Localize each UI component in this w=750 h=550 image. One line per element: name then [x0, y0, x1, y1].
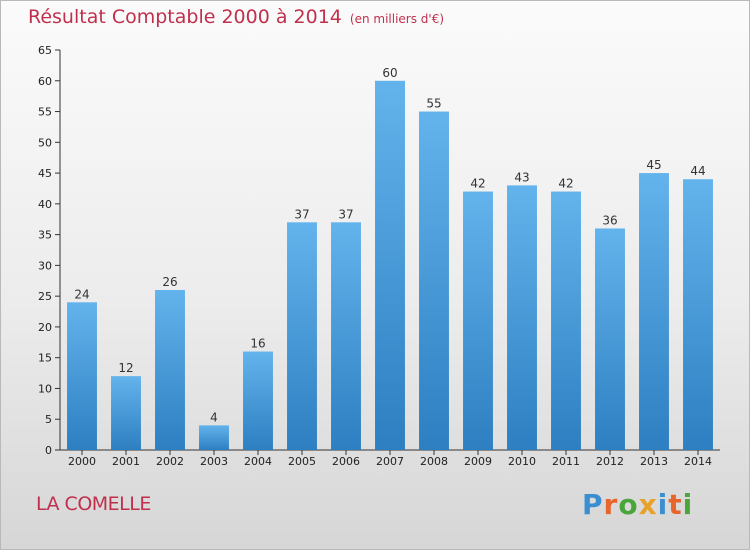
y-tick-label: 35 [38, 229, 52, 242]
bar-2011 [551, 191, 581, 451]
data-label-2010: 43 [514, 170, 529, 184]
x-tick-label-2012: 2012 [596, 455, 624, 468]
bar-2006 [331, 222, 361, 450]
x-tick-label-2008: 2008 [420, 455, 448, 468]
bar-2008 [419, 111, 449, 451]
y-tick-label: 20 [38, 321, 52, 334]
chart-title-block: Résultat Comptable 2000 à 2014 (en millie… [28, 6, 444, 28]
x-tick-label-2010: 2010 [508, 455, 536, 468]
data-label-2000: 24 [74, 287, 89, 301]
data-label-2001: 12 [118, 361, 133, 375]
y-tick-label: 45 [38, 167, 52, 180]
data-label-2004: 16 [250, 337, 265, 351]
x-tick-label-2004: 2004 [244, 455, 272, 468]
data-label-2013: 45 [646, 158, 661, 172]
bar-2000 [67, 302, 97, 450]
x-tick-label-2003: 2003 [200, 455, 228, 468]
bar-2003 [199, 425, 229, 450]
bar-2012 [595, 228, 625, 450]
bar-2009 [463, 191, 493, 451]
bar-2002 [155, 290, 185, 450]
data-label-2007: 60 [382, 66, 397, 80]
bar-2007 [375, 80, 405, 451]
bar-2010 [507, 185, 537, 450]
y-tick-label: 15 [38, 352, 52, 365]
x-tick-label-2000: 2000 [68, 455, 96, 468]
proxiti-logo: Proxiti [582, 488, 694, 521]
bar-2004 [243, 351, 273, 450]
bar-2005 [287, 222, 317, 450]
data-label-2005: 37 [294, 207, 309, 221]
y-tick-label: 0 [45, 444, 52, 457]
data-label-2002: 26 [162, 275, 177, 289]
chart-subtitle: (en milliers d'€) [349, 12, 445, 26]
y-tick-label: 30 [38, 259, 52, 272]
y-tick-label: 60 [38, 75, 52, 88]
y-tick-label: 55 [38, 106, 52, 119]
data-label-2006: 37 [338, 207, 353, 221]
x-tick-label-2005: 2005 [288, 455, 316, 468]
y-tick-label: 40 [38, 198, 52, 211]
x-tick-label-2013: 2013 [640, 455, 668, 468]
x-tick-label-2002: 2002 [156, 455, 184, 468]
data-label-2009: 42 [470, 177, 485, 191]
y-tick-label: 10 [38, 382, 52, 395]
bar-2001 [111, 376, 141, 450]
bar-2013 [639, 173, 669, 451]
x-tick-label-2006: 2006 [332, 455, 360, 468]
data-label-2012: 36 [602, 213, 617, 227]
y-tick-label: 65 [38, 44, 52, 57]
commune-name: LA COMELLE [36, 493, 151, 515]
data-label-2011: 42 [558, 177, 573, 191]
data-label-2003: 4 [210, 410, 218, 424]
x-tick-label-2007: 2007 [376, 455, 404, 468]
axes: 0 5 10 15 20 25 30 35 40 45 50 55 60 65 2000 2001 2002 20… [38, 44, 720, 468]
x-tick-label-2001: 2001 [112, 455, 140, 468]
y-tick-label: 25 [38, 290, 52, 303]
x-tick-label-2009: 2009 [464, 455, 492, 468]
bar-2014 [683, 179, 713, 450]
bars: 24 12 26 4 16 37 37 60 55 42 43 42 36 45 44 [67, 66, 713, 451]
chart-title: Résultat Comptable 2000 à 2014 [28, 6, 342, 28]
y-tick-label: 50 [38, 136, 52, 149]
x-tick-label-2014: 2014 [684, 455, 712, 468]
data-label-2014: 44 [690, 164, 705, 178]
data-label-2008: 55 [426, 97, 441, 111]
y-tick-label: 5 [45, 413, 52, 426]
x-tick-label-2011: 2011 [552, 455, 580, 468]
